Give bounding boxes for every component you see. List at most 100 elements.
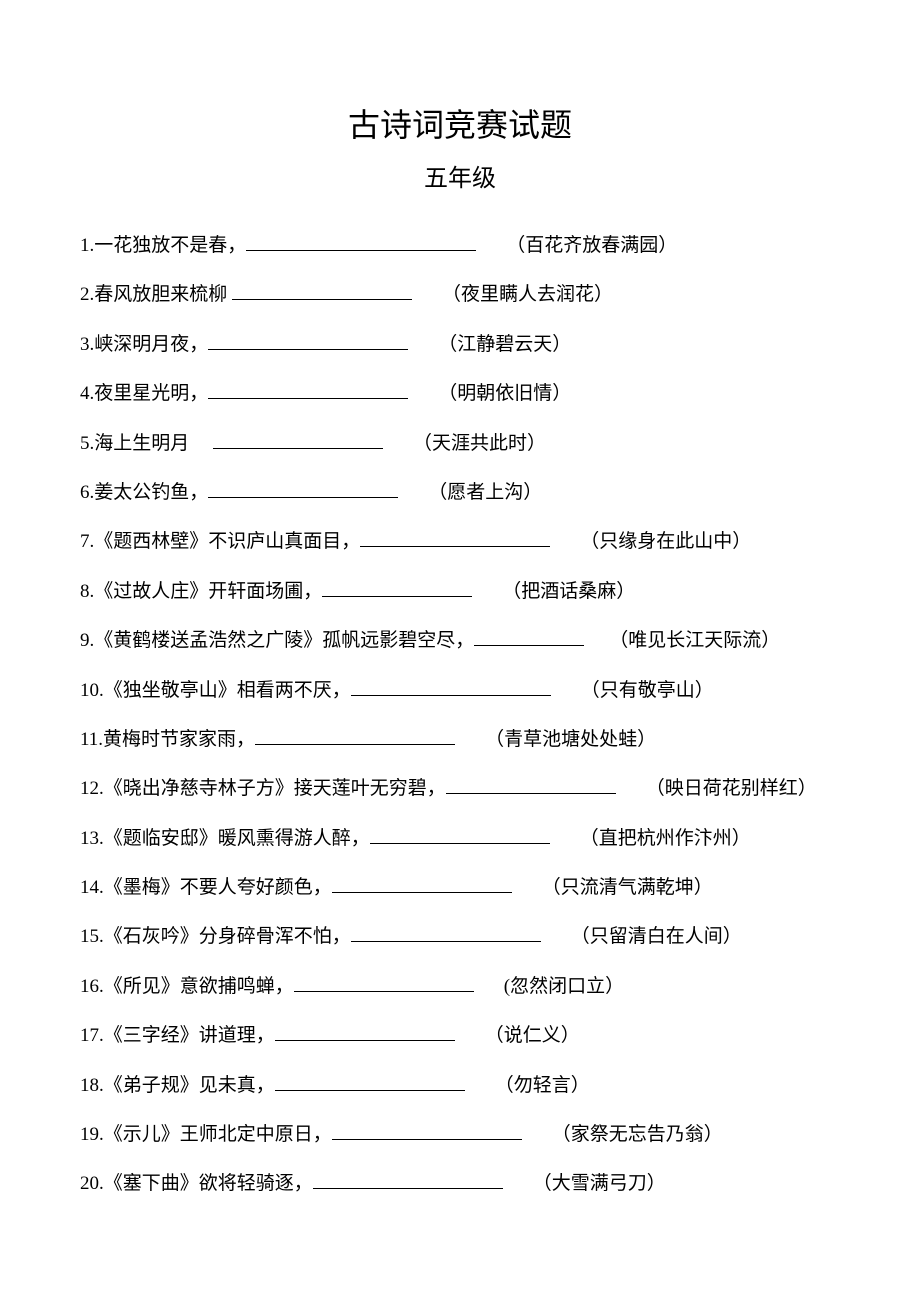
question-prompt: 夜里星光明， — [94, 383, 208, 404]
question-answer: （百花齐放春满园） — [506, 235, 677, 256]
question-answer: （只有敬亭山） — [581, 680, 714, 701]
question-row: 16.《所见》意欲捕鸣蝉， (忽然闭口立） — [80, 962, 840, 1011]
question-prompt: 《过故人庄》开轩面场圃， — [94, 581, 322, 602]
question-answer: （大雪满弓刀） — [533, 1173, 666, 1194]
question-row: 13.《题临安邸》暖风熏得游人醉， （直把杭州作汴州） — [80, 814, 840, 863]
answer-blank[interactable] — [313, 1170, 503, 1189]
question-row: 17.《三字经》讲道理， （说仁义） — [80, 1011, 840, 1060]
question-prompt: 海上生明月 — [94, 433, 213, 454]
question-row: 14.《墨梅》不要人夸好颜色， （只流清气满乾坤） — [80, 863, 840, 912]
question-row: 18.《弟子规》见未真， （勿轻言） — [80, 1061, 840, 1110]
question-prompt: 春风放胆来梳柳 — [94, 284, 232, 305]
answer-blank[interactable] — [208, 331, 408, 350]
question-prompt: 《黄鹤楼送孟浩然之广陵》孤帆远影碧空尽， — [94, 630, 474, 651]
question-number: 18. — [80, 1075, 104, 1096]
question-number: 17. — [80, 1025, 104, 1046]
question-row: 11.黄梅时节家家雨，（青草池塘处处蛙） — [80, 715, 840, 764]
question-prompt: 《石灰吟》分身碎骨浑不怕， — [104, 926, 351, 947]
question-answer: （江静碧云天） — [438, 334, 571, 355]
question-number: 12. — [80, 778, 104, 799]
question-row: 1.一花独放不是春， （百花齐放春满园） — [80, 221, 840, 270]
question-number: 7. — [80, 531, 94, 552]
question-prompt: 《三字经》讲道理， — [104, 1025, 275, 1046]
question-answer: （只流清气满乾坤） — [542, 877, 713, 898]
question-answer: （天涯共此时） — [413, 433, 546, 454]
question-row: 7.《题西林壁》不识庐山真面目， （只缘身在此山中） — [80, 517, 840, 566]
question-answer: （说仁义） — [485, 1025, 580, 1046]
question-prompt: 《示儿》王师北定中原日， — [104, 1124, 332, 1145]
question-row: 4.夜里星光明， （明朝依旧情） — [80, 369, 840, 418]
question-answer: （直把杭州作汴州） — [580, 828, 751, 849]
question-answer: （只缘身在此山中） — [580, 531, 751, 552]
question-answer: （明朝依旧情） — [438, 383, 571, 404]
answer-blank[interactable] — [474, 627, 584, 646]
question-row: 5.海上生明月 （天涯共此时） — [80, 419, 840, 468]
question-answer: （唯见长江天际流） — [609, 630, 780, 651]
answer-blank[interactable] — [246, 232, 476, 251]
page-subtitle: 五年级 — [80, 158, 840, 193]
question-prompt: 《弟子规》见未真， — [104, 1075, 275, 1096]
question-answer: （夜里瞒人去润花） — [442, 284, 613, 305]
answer-blank[interactable] — [332, 874, 512, 893]
question-row: 19.《示儿》王师北定中原日， （家祭无忘告乃翁） — [80, 1110, 840, 1159]
answer-blank[interactable] — [213, 430, 383, 449]
answer-blank[interactable] — [232, 281, 412, 300]
answer-blank[interactable] — [208, 380, 408, 399]
question-prompt: 《题临安邸》暖风熏得游人醉， — [104, 828, 370, 849]
question-number: 11. — [80, 729, 103, 750]
answer-blank[interactable] — [351, 923, 541, 942]
answer-blank[interactable] — [294, 973, 474, 992]
answer-blank[interactable] — [275, 1022, 455, 1041]
question-row: 9.《黄鹤楼送孟浩然之广陵》孤帆远影碧空尽， （唯见长江天际流） — [80, 616, 840, 665]
question-number: 5. — [80, 433, 94, 454]
question-row: 20.《塞下曲》欲将轻骑逐， （大雪满弓刀） — [80, 1159, 840, 1208]
question-number: 16. — [80, 976, 104, 997]
question-row: 8.《过故人庄》开轩面场圃， （把酒话桑麻） — [80, 567, 840, 616]
question-prompt: 姜太公钓鱼， — [94, 482, 208, 503]
question-number: 3. — [80, 334, 94, 355]
question-prompt: 《所见》意欲捕鸣蝉， — [104, 976, 294, 997]
question-number: 9. — [80, 630, 94, 651]
question-number: 19. — [80, 1124, 104, 1145]
answer-blank[interactable] — [322, 578, 472, 597]
question-prompt: 峡深明月夜， — [94, 334, 208, 355]
question-prompt: 《题西林壁》不识庐山真面目， — [94, 531, 360, 552]
question-prompt: 《晓出净慈寺林子方》接天莲叶无穷碧， — [104, 778, 446, 799]
question-row: 3.峡深明月夜， （江静碧云天） — [80, 320, 840, 369]
question-answer: (忽然闭口立） — [504, 976, 624, 997]
answer-blank[interactable] — [370, 825, 550, 844]
answer-blank[interactable] — [275, 1072, 465, 1091]
question-number: 2. — [80, 284, 94, 305]
question-prompt: 《塞下曲》欲将轻骑逐， — [104, 1173, 313, 1194]
questions-list: 1.一花独放不是春，（百花齐放春满园）2.春风放胆来梳柳 （夜里瞒人去润花）3.… — [80, 221, 840, 1209]
question-number: 4. — [80, 383, 94, 404]
question-answer: （家祭无忘告乃翁） — [552, 1124, 723, 1145]
page-title: 古诗词竞赛试题 — [80, 100, 840, 146]
question-answer: （勿轻言） — [495, 1075, 590, 1096]
question-prompt: 《墨梅》不要人夸好颜色， — [104, 877, 332, 898]
question-number: 10. — [80, 680, 104, 701]
answer-blank[interactable] — [332, 1121, 522, 1140]
answer-blank[interactable] — [255, 726, 455, 745]
answer-blank[interactable] — [360, 528, 550, 547]
answer-blank[interactable] — [351, 677, 551, 696]
question-answer: （愿者上沟） — [428, 482, 542, 503]
question-answer: （映日荷花别样红） — [646, 778, 817, 799]
question-row: 15.《石灰吟》分身碎骨浑不怕， （只留清白在人间） — [80, 912, 840, 961]
question-row: 2.春风放胆来梳柳 （夜里瞒人去润花） — [80, 270, 840, 319]
question-answer: （只留清白在人间） — [571, 926, 742, 947]
question-answer: （把酒话桑麻） — [502, 581, 635, 602]
answer-blank[interactable] — [208, 479, 398, 498]
question-number: 14. — [80, 877, 104, 898]
answer-blank[interactable] — [446, 775, 616, 794]
question-prompt: 一花独放不是春， — [94, 235, 246, 256]
question-number: 6. — [80, 482, 94, 503]
question-number: 15. — [80, 926, 104, 947]
question-row: 6.姜太公钓鱼， （愿者上沟） — [80, 468, 840, 517]
question-number: 20. — [80, 1173, 104, 1194]
question-prompt: 《独坐敬亭山》相看两不厌， — [104, 680, 351, 701]
question-answer: （青草池塘处处蛙） — [485, 729, 656, 750]
question-number: 13. — [80, 828, 104, 849]
question-number: 8. — [80, 581, 94, 602]
question-number: 1. — [80, 235, 94, 256]
